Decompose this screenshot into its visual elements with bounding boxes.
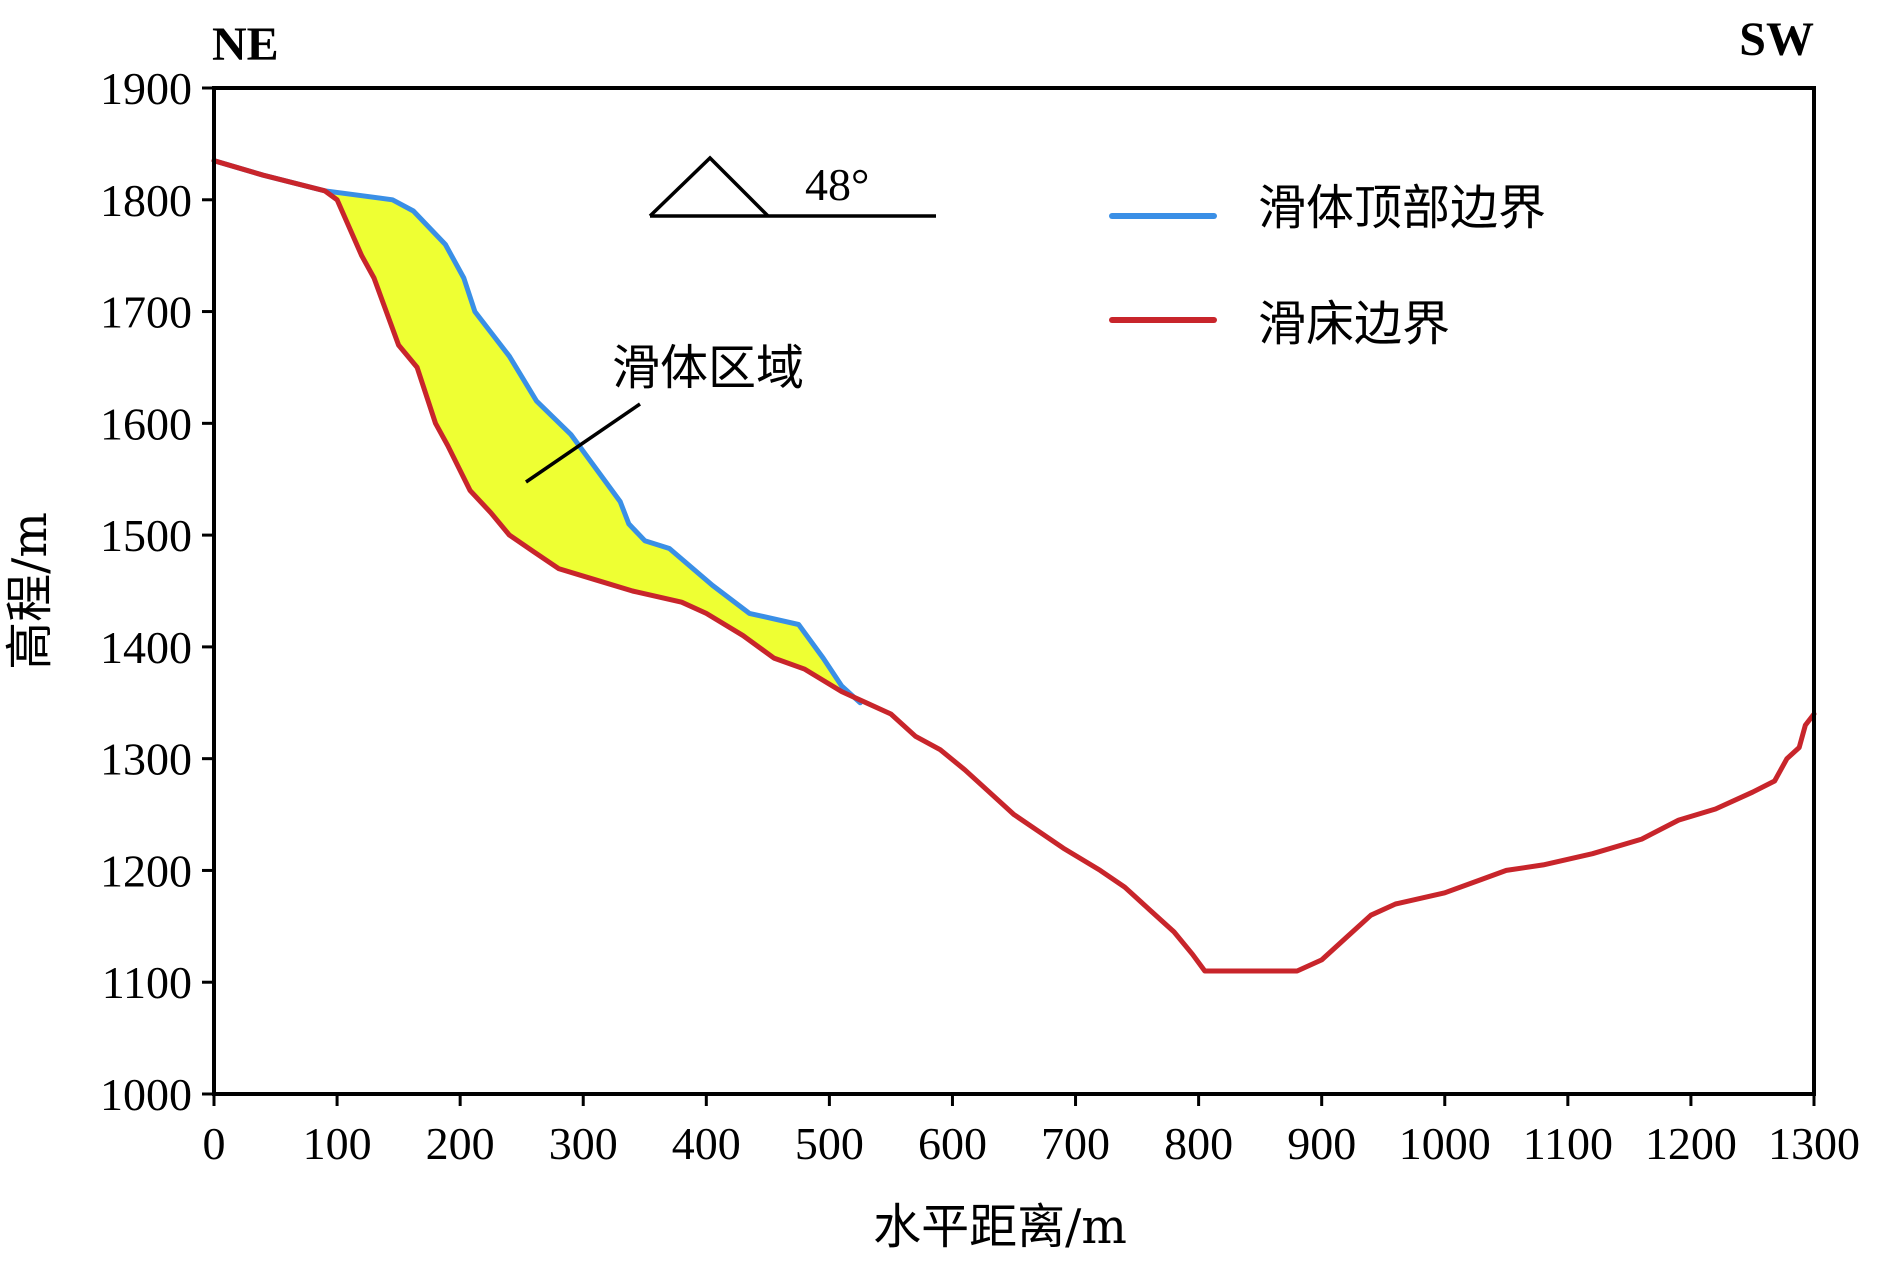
direction-label-ne: NE bbox=[212, 18, 279, 71]
y-tick-label: 1700 bbox=[100, 287, 192, 338]
x-tick-label: 300 bbox=[549, 1118, 618, 1169]
x-tick-label: 1100 bbox=[1523, 1118, 1613, 1169]
y-tick-label: 1600 bbox=[100, 398, 192, 449]
series-line-slide-bed-boundary bbox=[211, 158, 1817, 974]
y-axis-ticks: 1000 1100 1200 1300 1400 1500 1600 1700 1800 1900 bbox=[100, 63, 214, 1120]
plot-frame bbox=[212, 86, 1816, 1096]
y-axis-title: 高程/m bbox=[2, 512, 58, 670]
x-tick-label: 400 bbox=[672, 1118, 741, 1169]
legend-label-slide-bed: 滑床边界 bbox=[1258, 296, 1450, 352]
x-axis-title: 水平距离/m bbox=[873, 1199, 1127, 1255]
legend: 滑体顶部边界 滑床边界 bbox=[1109, 180, 1546, 352]
x-tick-label: 700 bbox=[1041, 1118, 1110, 1169]
x-tick-label: 0 bbox=[203, 1118, 226, 1169]
x-tick-label: 100 bbox=[303, 1118, 372, 1169]
x-tick-label: 1200 bbox=[1645, 1118, 1737, 1169]
y-tick-label: 1500 bbox=[100, 510, 192, 561]
x-tick-label: 1300 bbox=[1768, 1118, 1860, 1169]
y-tick-label: 1000 bbox=[100, 1069, 192, 1120]
y-tick-label: 1300 bbox=[100, 734, 192, 785]
y-tick-label: 1100 bbox=[102, 957, 192, 1008]
slide-body-region bbox=[324, 190, 861, 703]
x-tick-label: 1000 bbox=[1399, 1118, 1491, 1169]
x-tick-label: 600 bbox=[918, 1118, 987, 1169]
x-tick-label: 900 bbox=[1287, 1118, 1356, 1169]
y-tick-label: 1400 bbox=[100, 622, 192, 673]
y-tick-label: 1900 bbox=[100, 63, 192, 114]
region-label: 滑体区域 bbox=[612, 340, 804, 396]
slope-triangle-mark bbox=[648, 155, 770, 218]
x-tick-label: 500 bbox=[795, 1118, 864, 1169]
series-line-slide-top-boundary bbox=[211, 158, 863, 706]
direction-label-sw: SW bbox=[1739, 13, 1814, 66]
slope-angle-symbol: 48° bbox=[648, 155, 936, 218]
legend-label-slide-top: 滑体顶部边界 bbox=[1258, 180, 1546, 236]
region-leader-line bbox=[525, 402, 641, 484]
x-tick-label: 800 bbox=[1164, 1118, 1233, 1169]
y-tick-label: 1200 bbox=[100, 845, 192, 896]
x-tick-label: 200 bbox=[426, 1118, 495, 1169]
x-axis-ticks: 0 100 200 300 400 500 600 700 800 900 1000 1100 1200… bbox=[203, 1094, 1860, 1169]
y-tick-label: 1800 bbox=[100, 175, 192, 226]
slope-angle-label: 48° bbox=[805, 159, 869, 210]
